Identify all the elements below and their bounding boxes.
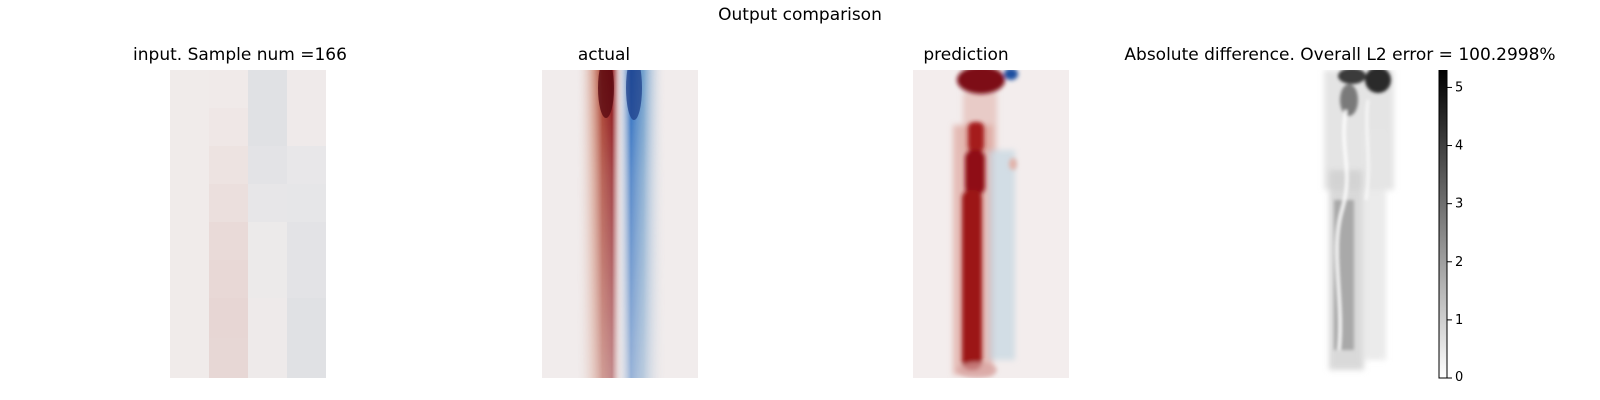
prediction-segment	[968, 122, 984, 152]
input-cell	[209, 338, 248, 378]
prediction-top-blob	[957, 70, 1005, 94]
input-cell	[209, 70, 248, 108]
difference-zero-curve	[1365, 99, 1370, 201]
colorbar-ticks: 0 1 2 3 4 5	[1447, 80, 1463, 382]
colorbar-tick-label: 3	[1455, 197, 1463, 212]
actual-blue-peak	[626, 70, 642, 120]
actual-blue-band	[616, 70, 666, 378]
heatmap-prediction-svg	[913, 70, 1069, 378]
input-cell	[287, 184, 326, 222]
input-cell	[209, 298, 248, 338]
colorbar-tick-label: 2	[1455, 255, 1463, 270]
input-cell	[287, 222, 326, 298]
input-cell	[287, 146, 326, 184]
difference-peak	[1338, 70, 1366, 84]
prediction-segment	[965, 150, 985, 195]
prediction-dot	[1009, 158, 1017, 170]
colorbar-tick-label: 5	[1455, 80, 1463, 95]
difference-peak	[1365, 70, 1391, 93]
input-cell	[170, 70, 209, 378]
heatmap-input-svg	[170, 70, 326, 378]
prediction-bottom	[957, 362, 997, 378]
input-cell	[248, 146, 287, 184]
panel-title-actual: actual	[577, 45, 631, 65]
prediction-blue-halo	[989, 150, 1015, 360]
heatmap-input	[170, 70, 326, 378]
input-cell	[287, 70, 326, 146]
colorbar-svg: 0 1 2 3 4 5	[1438, 70, 1463, 382]
difference-haze	[1362, 130, 1386, 360]
prediction-top-blue	[1004, 70, 1018, 80]
input-cell	[209, 146, 248, 184]
panel-title-prediction: prediction	[923, 45, 1009, 65]
input-cell	[248, 70, 287, 146]
colorbar-gradient	[1438, 70, 1448, 379]
input-cell	[209, 184, 248, 222]
input-cell	[248, 222, 287, 298]
input-cell	[248, 184, 287, 222]
panel-title-input: input. Sample num =166	[133, 45, 347, 65]
input-cell	[209, 260, 248, 298]
actual-red-peak	[598, 70, 614, 118]
heatmap-prediction	[913, 70, 1069, 378]
input-cell	[209, 108, 248, 146]
heatmap-difference	[1284, 70, 1440, 378]
input-cell	[209, 222, 248, 260]
heatmap-difference-svg	[1284, 70, 1440, 378]
input-cell	[248, 298, 287, 378]
colorbar-tick-label: 1	[1455, 313, 1463, 328]
figure-title: Output comparison	[718, 5, 882, 25]
input-cell	[287, 298, 326, 378]
heatmap-actual	[542, 70, 698, 378]
heatmap-actual-svg	[542, 70, 698, 378]
colorbar-tick-label: 4	[1455, 139, 1463, 154]
panel-title-difference: Absolute difference. Overall L2 error = …	[1124, 45, 1556, 65]
prediction-red-column	[962, 190, 982, 370]
colorbar: 0 1 2 3 4 5	[1438, 70, 1498, 382]
colorbar-tick-label: 0	[1455, 370, 1463, 382]
difference-zero-curve	[1335, 109, 1349, 351]
difference-shadow	[1340, 84, 1358, 116]
